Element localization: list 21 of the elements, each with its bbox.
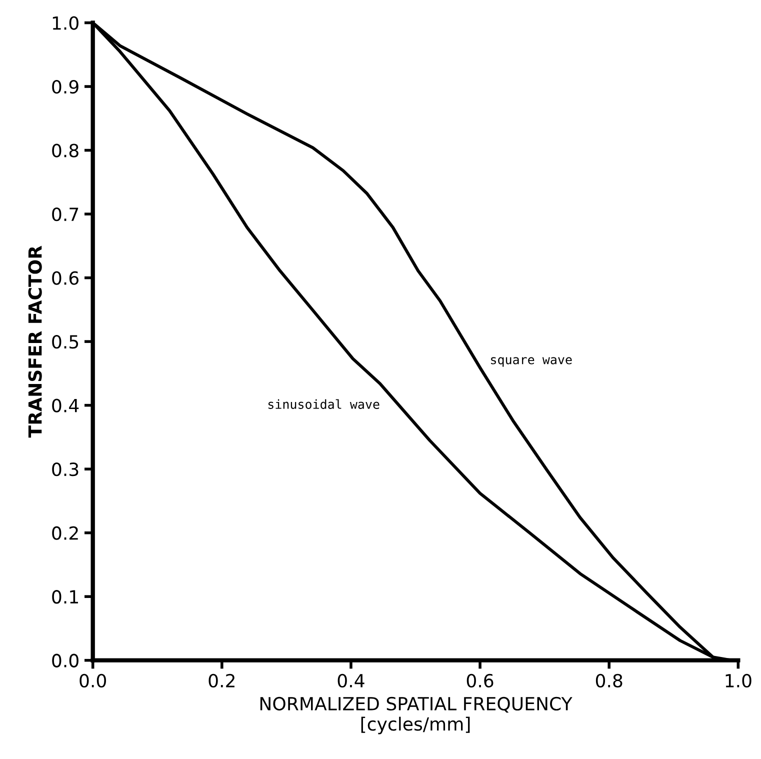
y-tick-label: 0.4 xyxy=(52,398,79,412)
x-tick-label: 0.4 xyxy=(338,674,364,688)
y-tick-label: 0.9 xyxy=(52,80,78,94)
y-tick-label: 0.7 xyxy=(52,207,78,222)
y-tick-label: 0.6 xyxy=(52,271,79,285)
y-tick-label: 1.0 xyxy=(52,16,78,30)
series-label: sinusoidal wave xyxy=(268,399,380,409)
y-axis-title: TRANSFER FACTOR xyxy=(28,246,42,438)
series-label: square wave xyxy=(491,357,572,367)
y-tick-label: 0.8 xyxy=(52,144,78,158)
x-tick-label: 0.0 xyxy=(80,674,106,688)
x-tick-label: 0.8 xyxy=(596,674,622,688)
y-tick-label: 0.1 xyxy=(52,590,78,604)
y-tick-label: 0.3 xyxy=(52,462,78,476)
x-tick-label: 1.0 xyxy=(726,674,752,688)
x-tick-label: 0.6 xyxy=(466,674,494,688)
x-tick-label: 0.2 xyxy=(208,674,234,688)
y-tick-label: 0.0 xyxy=(52,654,78,668)
y-tick-label: 0.5 xyxy=(52,335,78,349)
x-axis-title: NORMALIZED SPATIAL FREQUENCY [cycles/mm] xyxy=(260,696,572,734)
y-tick-label: 0.2 xyxy=(52,526,78,540)
